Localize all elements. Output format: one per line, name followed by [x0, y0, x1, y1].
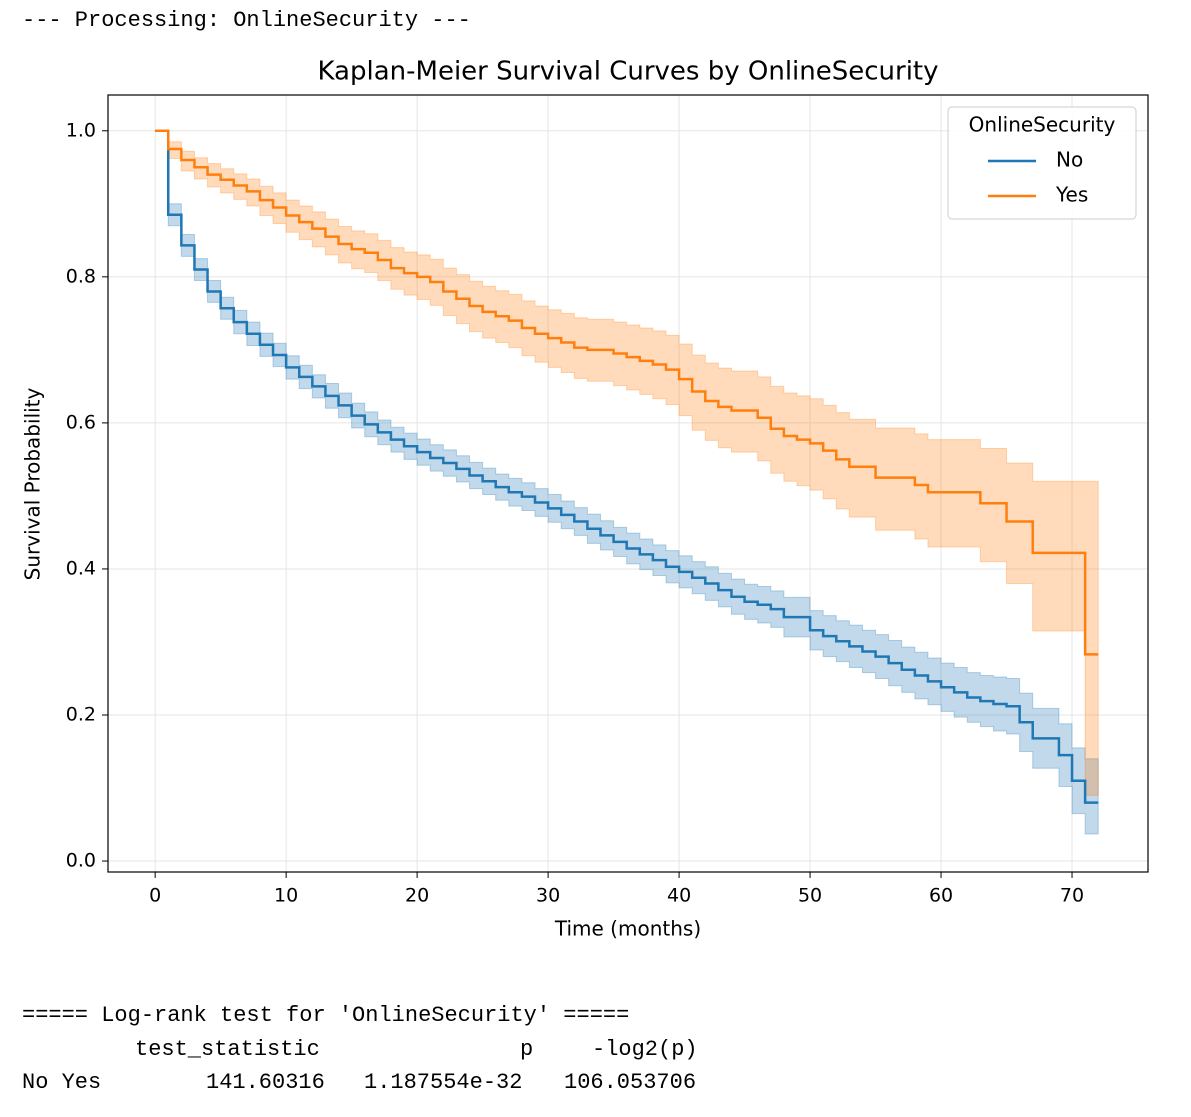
- logrank-title: ===== Log-rank test for 'OnlineSecurity'…: [22, 1003, 630, 1028]
- survival-line: [155, 129, 1099, 656]
- header-line: --- Processing: OnlineSecurity ---: [22, 8, 471, 33]
- x-tick-label: 0: [149, 885, 161, 907]
- legend-title: OnlineSecurity: [969, 113, 1116, 137]
- table-cell: 1.187554e-32: [364, 1070, 523, 1095]
- legend-box: [947, 106, 1137, 220]
- legend-label: No: [1056, 148, 1083, 172]
- y-axis-label: Survival Probability: [21, 387, 45, 580]
- column-header: p: [520, 1037, 534, 1062]
- x-tick-label: 40: [667, 885, 691, 907]
- y-tick-label: 1.0: [66, 119, 96, 141]
- column-header: test_statistic: [135, 1037, 320, 1062]
- confidence-band: [155, 130, 1099, 796]
- x-tick-label: 10: [274, 885, 298, 907]
- x-tick-label: 50: [798, 885, 822, 907]
- x-tick-label: 70: [1060, 885, 1084, 907]
- plot-frame: [107, 94, 1149, 873]
- y-tick-label: 0.6: [66, 411, 96, 433]
- y-tick-label: 0.8: [66, 265, 96, 287]
- x-tick-label: 20: [405, 885, 429, 907]
- confidence-band: [155, 130, 1099, 835]
- y-tick-label: 0.0: [66, 850, 96, 872]
- row-label: No Yes: [22, 1070, 102, 1095]
- y-tick-label: 0.4: [66, 557, 96, 579]
- chart: Kaplan-Meier Survival Curves by OnlineSe…: [21, 57, 1149, 941]
- x-tick-label: 30: [536, 885, 560, 907]
- column-header: -log2(p): [592, 1037, 698, 1062]
- table-cell: 141.60316: [206, 1070, 325, 1095]
- survival-line: [155, 129, 1099, 804]
- y-tick-label: 0.2: [66, 703, 96, 725]
- table-cell: 106.053706: [564, 1070, 697, 1095]
- x-axis-label: Time (months): [554, 917, 701, 941]
- x-tick-label: 60: [929, 885, 953, 907]
- legend-label: Yes: [1055, 183, 1088, 207]
- chart-title: Kaplan-Meier Survival Curves by OnlineSe…: [317, 57, 938, 87]
